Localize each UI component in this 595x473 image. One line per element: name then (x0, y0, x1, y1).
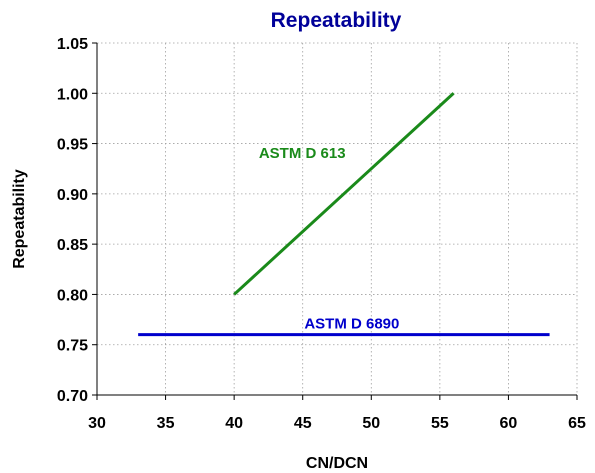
x-tick-label: 45 (294, 415, 312, 432)
axes (92, 42, 578, 400)
x-tick-label: 55 (431, 415, 449, 432)
y-tick-label: 0.80 (57, 287, 88, 304)
tick-labels: 30 35 40 45 50 55 60 65 0.70 0.75 0.80 0.85 0.90 0.95… (57, 36, 586, 432)
series-label-1: ASTM D 6890 (304, 316, 399, 333)
y-tick-label: 0.75 (57, 338, 88, 355)
y-tick-label: 0.90 (57, 187, 88, 204)
series (138, 92, 550, 337)
x-tick-label: 40 (225, 415, 243, 432)
y-tick-label: 0.85 (57, 237, 88, 254)
x-tick-label: 35 (157, 415, 175, 432)
series-labels: ASTM D 613 ASTM D 6890 (259, 145, 400, 333)
x-tick-label: 50 (362, 415, 380, 432)
y-tick-label: 0.70 (57, 388, 88, 405)
series-label-0: ASTM D 613 (259, 145, 346, 162)
y-tick-label: 0.95 (57, 137, 88, 154)
y-tick-label: 1.00 (57, 86, 88, 103)
chart-title: Repeatability (271, 9, 402, 32)
series-line-0 (233, 92, 455, 296)
grid (97, 42, 578, 395)
y-tick-label: 1.05 (57, 36, 88, 53)
x-tick-label: 30 (88, 415, 106, 432)
x-tick-label: 65 (568, 415, 586, 432)
x-tick-label: 60 (500, 415, 518, 432)
x-axis-title: CN/DCN (306, 455, 368, 472)
y-axis-title: Repeatability (11, 169, 28, 269)
